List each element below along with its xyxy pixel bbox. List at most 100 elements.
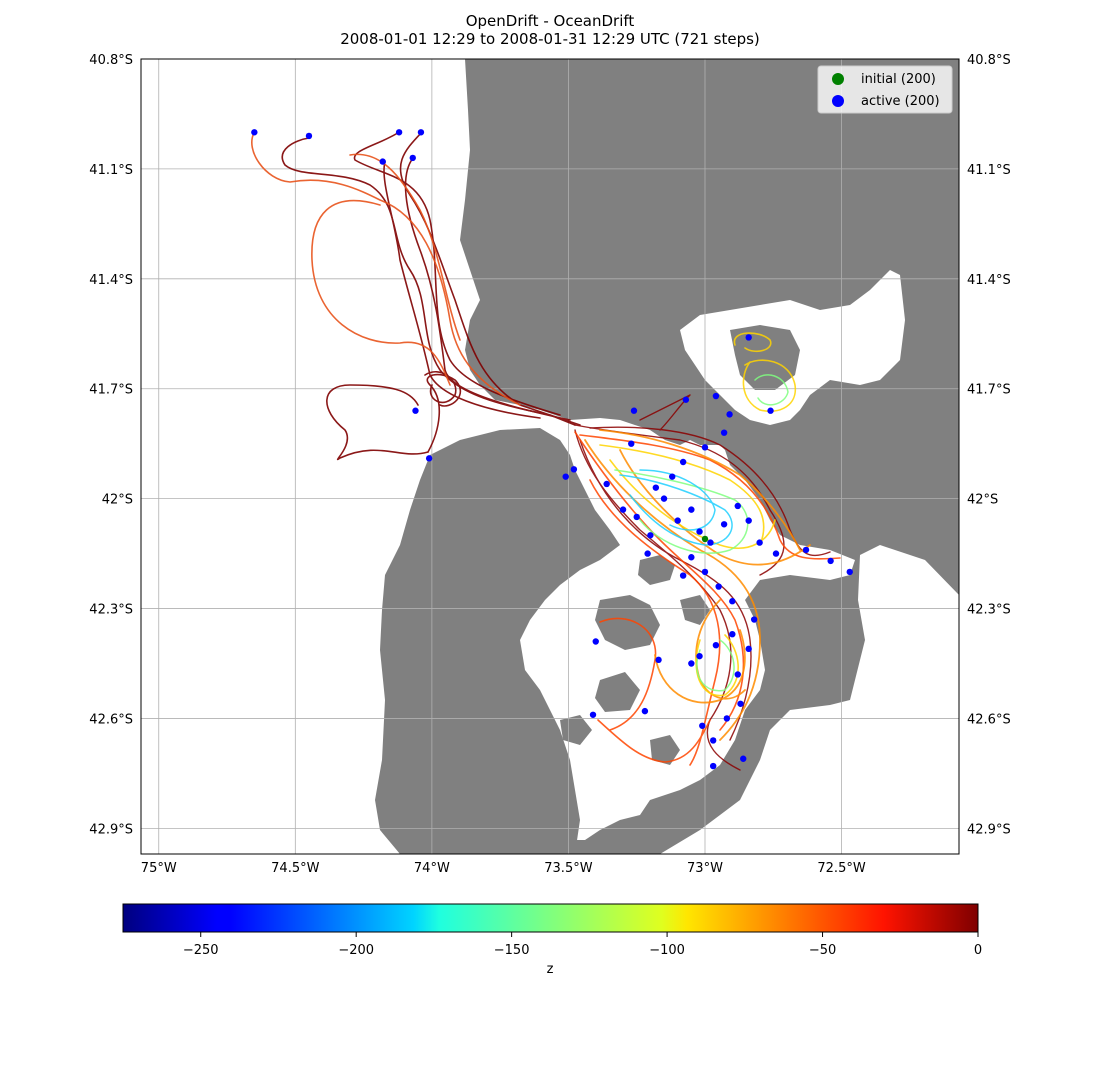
land-chiloe <box>375 428 815 854</box>
lon-label-4: 73°W <box>687 861 723 876</box>
active-particle-31 <box>827 557 834 565</box>
map-gridlines <box>141 59 959 854</box>
lat-label-left-6: 42.6°S <box>89 712 133 727</box>
active-particle-59 <box>701 444 709 451</box>
active-particle-33 <box>688 554 695 561</box>
active-particle-22 <box>688 506 695 513</box>
active-particle-6 <box>412 407 419 414</box>
active-particle-29 <box>772 550 780 557</box>
land-mainland <box>460 59 959 854</box>
active-particle-23 <box>696 528 703 535</box>
active-particle-11 <box>712 392 720 400</box>
active-particle-34 <box>701 568 709 576</box>
active-particle-0 <box>251 129 258 136</box>
active-particle-36 <box>679 572 687 579</box>
colorbar-tick-label-3: −100 <box>649 943 685 958</box>
active-particle-35 <box>715 583 722 590</box>
initial-particle-0 <box>701 535 709 543</box>
active-particle-55 <box>729 598 736 605</box>
lat-label-left-2: 41.4°S <box>89 273 133 288</box>
lat-label-right-1: 41.1°S <box>967 163 1011 178</box>
active-particle-18 <box>633 513 640 521</box>
active-particle-37 <box>644 550 651 557</box>
active-particle-46 <box>641 707 649 715</box>
active-particle-43 <box>745 645 752 653</box>
longitude-labels: 75°W 74.5°W 74°W 73.5°W 73°W 72.5°W <box>141 861 866 876</box>
active-particle-3 <box>417 129 425 136</box>
active-particle-9 <box>767 407 774 414</box>
active-particle-54 <box>750 616 758 623</box>
lat-label-left-7: 42.9°S <box>89 822 133 837</box>
active-particle-13 <box>630 407 638 414</box>
lat-label-right-7: 42.9°S <box>967 822 1011 837</box>
lon-label-2: 74°W <box>414 861 450 876</box>
legend-box <box>817 65 953 114</box>
colorbar-ticks: −250 −200 −150 −100 −50 0 <box>183 932 982 958</box>
active-particle-12 <box>682 396 690 403</box>
initial-particles <box>701 535 709 543</box>
lat-label-right-5: 42.3°S <box>967 603 1011 618</box>
lat-label-right-2: 41.4°S <box>967 273 1011 288</box>
active-particle-21 <box>674 517 681 524</box>
active-particle-41 <box>712 641 720 649</box>
active-particle-60 <box>720 429 728 436</box>
lat-label-left-1: 41.1°S <box>89 163 133 178</box>
active-particle-2 <box>395 129 403 136</box>
active-particle-57 <box>652 484 660 491</box>
active-particle-24 <box>707 539 714 546</box>
active-particle-50 <box>709 737 717 744</box>
active-particle-10 <box>726 411 733 418</box>
active-particle-61 <box>679 458 687 466</box>
lat-label-left-4: 42°S <box>102 493 133 508</box>
latitude-labels-left: 40.8°S 41.1°S 41.4°S 41.7°S 42°S 42.3°S 42.6°S… <box>89 53 133 837</box>
active-particle-25 <box>720 521 728 528</box>
legend-initial-marker <box>832 73 844 85</box>
active-particle-8 <box>745 334 752 341</box>
active-particle-28 <box>756 539 763 546</box>
colorbar-gradient <box>122 903 979 933</box>
legend-active-label: active (200) <box>861 94 940 109</box>
lat-label-left-0: 40.8°S <box>89 53 133 68</box>
active-particle-53 <box>709 762 717 770</box>
lat-label-right-6: 42.6°S <box>967 712 1011 727</box>
active-particle-44 <box>734 671 741 678</box>
active-particle-14 <box>562 473 569 480</box>
lat-label-right-0: 40.8°S <box>967 53 1011 68</box>
active-particle-16 <box>603 480 610 488</box>
colorbar-label: z <box>547 962 554 977</box>
active-particle-52 <box>740 755 747 762</box>
lat-label-right-4: 42°S <box>967 493 998 508</box>
active-particle-20 <box>660 495 668 502</box>
colorbar-tick-label-0: −250 <box>183 943 219 958</box>
active-particle-45 <box>688 660 695 667</box>
lon-label-5: 72.5°W <box>817 861 865 876</box>
colorbar-tick-label-2: −150 <box>494 943 530 958</box>
active-particle-26 <box>734 502 741 510</box>
lon-label-1: 74.5°W <box>271 861 319 876</box>
active-particle-27 <box>745 517 752 524</box>
active-particle-5 <box>409 154 416 162</box>
legend-active-marker <box>832 95 844 107</box>
active-particle-17 <box>619 506 627 513</box>
colorbar: −250 −200 −150 −100 −50 0 z <box>122 903 982 977</box>
active-particle-1 <box>305 132 313 140</box>
active-particle-48 <box>723 715 731 722</box>
active-particle-19 <box>647 532 654 539</box>
active-particle-42 <box>729 630 736 638</box>
active-particle-47 <box>589 711 597 718</box>
lat-label-left-5: 42.3°S <box>89 603 133 618</box>
map-frame <box>140 58 960 855</box>
colorbar-tick-label-5: 0 <box>974 943 982 958</box>
figure-subtitle: 2008-01-01 12:29 to 2008-01-31 12:29 UTC… <box>340 30 760 48</box>
legend-initial-label: initial (200) <box>861 72 936 87</box>
active-particle-51 <box>699 722 706 729</box>
lat-label-left-3: 41.7°S <box>89 383 133 398</box>
active-particle-4 <box>379 158 386 165</box>
active-particle-7 <box>425 455 433 462</box>
legend: initial (200) active (200) <box>817 65 953 114</box>
colorbar-tick-label-1: −200 <box>338 943 374 958</box>
colorbar-tick-label-4: −50 <box>809 943 836 958</box>
latitude-labels-right: 40.8°S 41.1°S 41.4°S 41.7°S 42°S 42.3°S 42.6°S… <box>967 53 1011 837</box>
active-particle-49 <box>737 700 744 707</box>
